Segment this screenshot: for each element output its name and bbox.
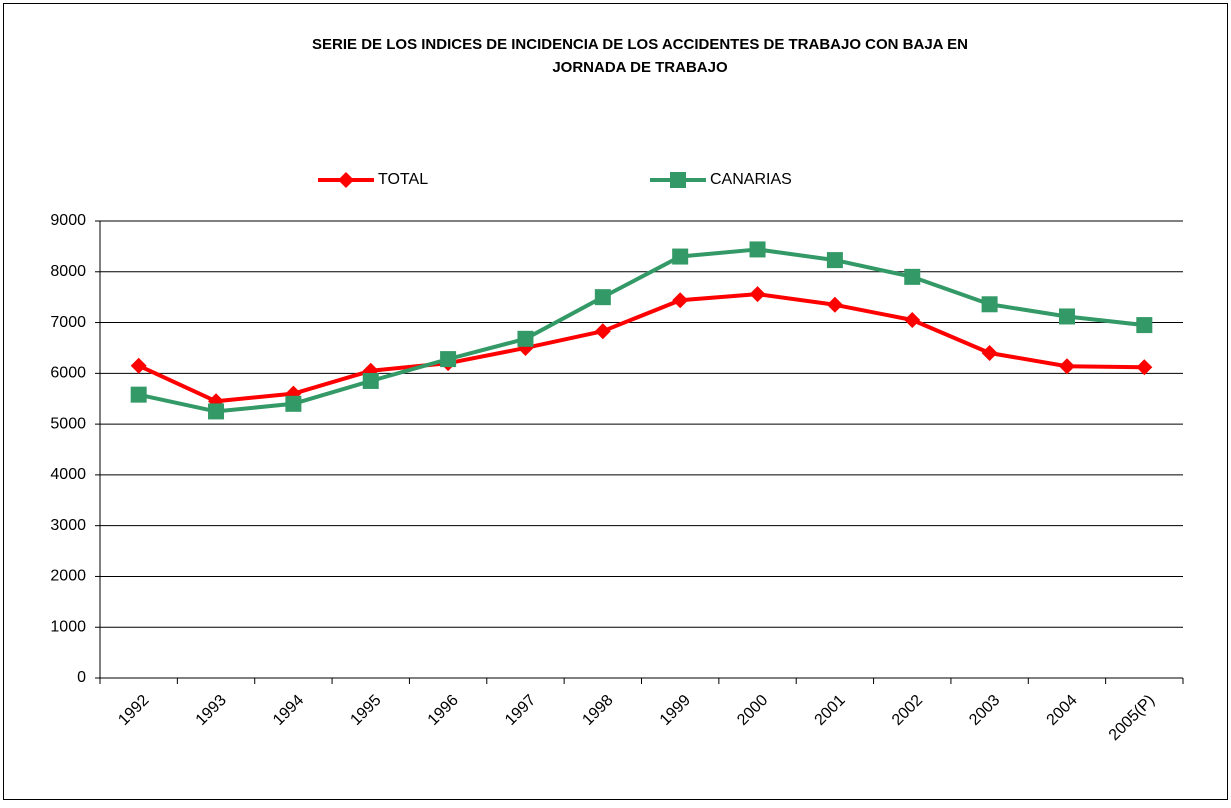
marker [749, 286, 766, 303]
marker [1136, 359, 1153, 376]
legend-label: CANARIAS [710, 171, 792, 188]
marker [1136, 317, 1153, 334]
marker [208, 403, 225, 420]
marker [285, 395, 302, 412]
y-tick-label: 6000 [50, 365, 86, 382]
y-tick-label: 7000 [50, 314, 86, 331]
marker [130, 386, 147, 403]
marker [517, 330, 534, 347]
y-tick-label: 1000 [50, 618, 86, 635]
marker [981, 345, 998, 362]
y-tick-label: 9000 [50, 212, 86, 229]
marker [749, 241, 766, 258]
series-line [138, 247, 1145, 414]
marker [672, 292, 689, 309]
marker [130, 357, 147, 374]
marker [904, 268, 921, 285]
marker [904, 312, 921, 329]
chart-title: JORNADA DE TRABAJO [552, 59, 728, 76]
chart-title: SERIE DE LOS INDICES DE INCIDENCIA DE LO… [312, 36, 968, 53]
marker [1058, 358, 1075, 375]
y-tick-label: 4000 [50, 466, 86, 483]
chart-border [3, 3, 1228, 800]
series-line [137, 292, 1145, 404]
y-tick-label: 8000 [50, 263, 86, 280]
marker [670, 172, 686, 188]
marker [594, 323, 611, 340]
marker [826, 252, 843, 269]
marker [440, 351, 457, 368]
y-tick-label: 2000 [50, 568, 86, 585]
marker [594, 289, 611, 306]
marker [338, 172, 354, 188]
marker [981, 296, 998, 313]
marker [826, 296, 843, 313]
marker [362, 372, 379, 389]
marker [672, 248, 689, 265]
y-tick-label: 0 [77, 669, 86, 686]
y-tick-label: 5000 [50, 415, 86, 432]
marker [1058, 308, 1075, 325]
y-tick-label: 3000 [50, 517, 86, 534]
legend-label: TOTAL [378, 171, 428, 188]
